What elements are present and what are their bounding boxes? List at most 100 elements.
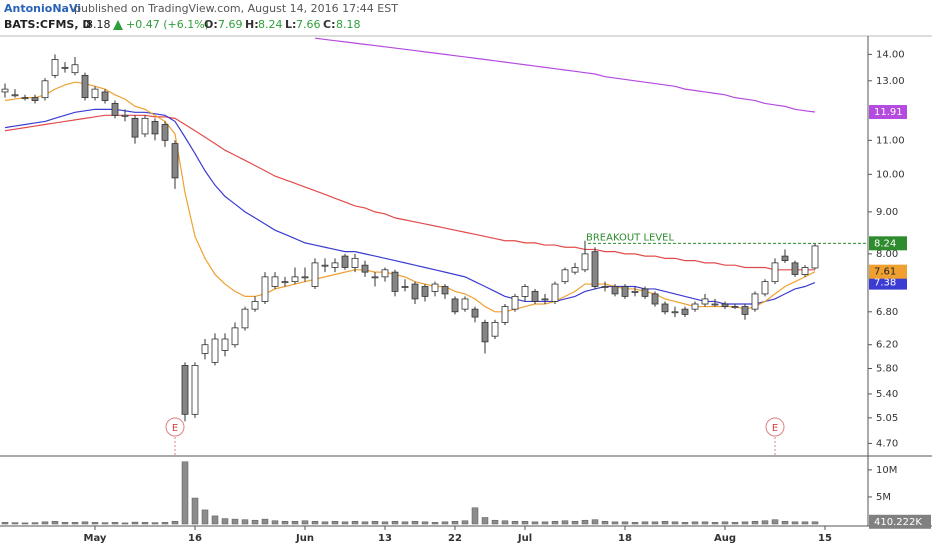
- candle-body: [551, 283, 559, 302]
- y-tick-label: 5.05: [876, 413, 898, 424]
- candle-body: [131, 117, 139, 138]
- volume-bar: [571, 521, 579, 525]
- candle-body: [741, 306, 749, 315]
- y-tick-label: 5.40: [876, 389, 898, 400]
- x-tick-label: 22: [448, 533, 462, 544]
- candle-body: [241, 308, 249, 329]
- volume-bar: [351, 521, 359, 525]
- candle-body: [31, 97, 39, 101]
- candle-body: [321, 264, 329, 267]
- volume-badge-label: 410.222K: [874, 517, 922, 528]
- byline: published on TradingView.com, August 14,…: [74, 2, 398, 15]
- candle-body: [641, 288, 649, 297]
- price-badge-label: 7.38: [874, 278, 896, 289]
- y-tick-label: 11.00: [876, 135, 905, 146]
- price-badge: [869, 264, 907, 279]
- candle-body: [171, 143, 179, 179]
- candle-body: [291, 276, 299, 283]
- candle-body: [771, 262, 779, 283]
- candle-body: [151, 121, 159, 135]
- volume-bar: [531, 521, 539, 525]
- y-tick-label: 5.80: [876, 363, 898, 374]
- symbol: BATS:CFMS, D: [4, 18, 91, 31]
- price-badge-label: 8.24: [874, 238, 896, 249]
- candle-body: [731, 306, 739, 308]
- volume-bar: [401, 521, 409, 525]
- volume-bar: [411, 521, 419, 525]
- volume-bar: [701, 521, 709, 525]
- candle-body: [421, 286, 429, 297]
- volume-bar: [451, 521, 459, 525]
- candle-body: [221, 338, 229, 351]
- candle-body: [581, 253, 589, 271]
- volume-bar: [131, 521, 139, 525]
- volume-bar: [471, 507, 479, 525]
- candle-body: [711, 303, 719, 306]
- x-tick-label: 16: [188, 533, 202, 544]
- candle-body: [361, 264, 369, 273]
- candle-body: [61, 66, 69, 69]
- candle-body: [431, 283, 439, 292]
- ohlc-label: O:: [204, 18, 218, 31]
- candle-body: [351, 257, 359, 268]
- candle-body: [201, 344, 209, 354]
- ohlc-value: 7.69: [218, 18, 243, 31]
- volume-bar: [271, 520, 279, 525]
- ohlc-value: 8.18: [336, 18, 361, 31]
- candle-body: [781, 255, 789, 262]
- candle-body: [101, 91, 109, 101]
- candle-body: [401, 286, 409, 288]
- volume-bar: [751, 521, 759, 525]
- ma-line: [4, 108, 816, 305]
- candle-body: [761, 281, 769, 295]
- candle-body: [271, 276, 279, 287]
- candle-body: [631, 291, 639, 293]
- volume-bar: [741, 521, 749, 525]
- volume-bar: [551, 521, 559, 525]
- volume-bar: [111, 522, 119, 525]
- candle-body: [51, 59, 59, 76]
- candle-body: [801, 267, 809, 275]
- candle-body: [561, 269, 569, 283]
- candle-body: [441, 286, 449, 295]
- candle-body: [21, 97, 29, 100]
- volume-bar: [611, 521, 619, 525]
- volume-bar: [641, 521, 649, 525]
- price-badge: [869, 105, 907, 120]
- candle-body: [451, 298, 459, 313]
- candle-body: [471, 308, 479, 318]
- volume-bar: [801, 521, 809, 525]
- volume-bar: [381, 521, 389, 525]
- candle-body: [71, 64, 79, 74]
- candle-body: [591, 251, 599, 287]
- candle-body: [1, 88, 9, 93]
- price-badge-label: 11.91: [874, 107, 903, 118]
- candle-body: [481, 322, 489, 343]
- candle-body: [611, 286, 619, 295]
- y-tick-label: 14.00: [876, 49, 905, 60]
- volume-bar: [301, 520, 309, 525]
- volume-bar: [681, 522, 689, 525]
- y-tick-label: 6.20: [876, 340, 898, 351]
- x-tick-label: 13: [378, 533, 392, 544]
- candle-body: [251, 301, 259, 310]
- volume-bar: [511, 521, 519, 525]
- x-tick-label: 15: [818, 533, 832, 544]
- candle-body: [81, 74, 89, 99]
- volume-bar: [61, 522, 69, 525]
- volume-bar: [501, 520, 509, 525]
- volume-bar: [281, 521, 289, 525]
- candle-body: [41, 80, 49, 99]
- volume-bar: [321, 521, 329, 525]
- candle-body: [501, 306, 509, 323]
- volume-bar: [221, 518, 229, 525]
- y-tick-label: 8.00: [876, 249, 898, 260]
- candle-body: [791, 262, 799, 275]
- price-badge: [869, 275, 907, 290]
- candle-body: [161, 124, 169, 141]
- volume-bar: [41, 521, 49, 525]
- x-tick-label: Jun: [295, 533, 314, 544]
- candle-body: [11, 94, 19, 97]
- y-tick-label: 10.00: [876, 169, 905, 180]
- volume-bar: [151, 522, 159, 525]
